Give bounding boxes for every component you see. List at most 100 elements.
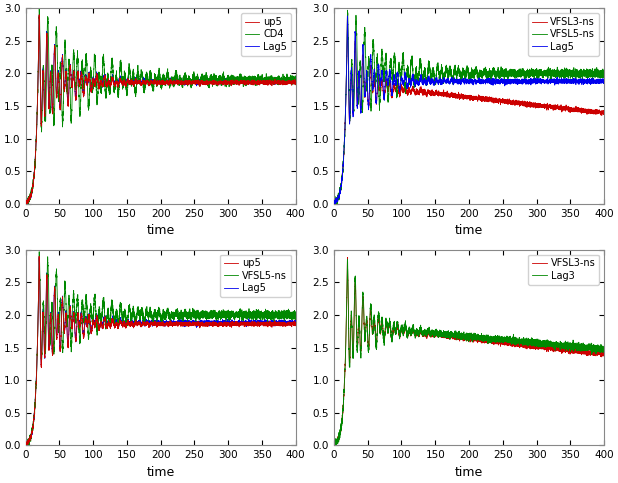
VFSL3-ns bbox=[344, 13, 351, 19]
Lag5 bbox=[35, 255, 43, 260]
Lag5 bbox=[237, 319, 244, 325]
CD4 bbox=[22, 200, 30, 206]
Lag5 bbox=[182, 80, 189, 86]
Lag5 bbox=[530, 79, 538, 85]
Line: VFSL5-ns: VFSL5-ns bbox=[334, 10, 604, 204]
up5 bbox=[237, 321, 244, 327]
VFSL5-ns bbox=[344, 7, 351, 13]
Lag3 bbox=[600, 348, 607, 354]
CD4 bbox=[222, 81, 230, 86]
VFSL3-ns bbox=[490, 339, 497, 344]
VFSL3-ns bbox=[344, 267, 351, 272]
Legend: VFSL3-ns, VFSL5-ns, Lag5: VFSL3-ns, VFSL5-ns, Lag5 bbox=[528, 13, 599, 56]
VFSL3-ns bbox=[428, 90, 436, 96]
Lag5 bbox=[22, 442, 30, 448]
VFSL3-ns bbox=[502, 100, 509, 106]
Lag5 bbox=[331, 201, 338, 207]
up5 bbox=[222, 323, 230, 329]
Lag3 bbox=[530, 339, 538, 345]
Lag5 bbox=[344, 13, 351, 19]
Line: VFSL3-ns: VFSL3-ns bbox=[334, 16, 604, 204]
VFSL3-ns bbox=[490, 97, 497, 103]
Legend: up5, VFSL5-ns, Lag5: up5, VFSL5-ns, Lag5 bbox=[220, 255, 291, 297]
X-axis label: time: time bbox=[146, 466, 175, 479]
up5 bbox=[22, 442, 30, 448]
VFSL3-ns bbox=[330, 441, 337, 447]
VFSL5-ns bbox=[344, 12, 351, 17]
Lag5 bbox=[292, 80, 300, 85]
VFSL3-ns bbox=[545, 344, 552, 350]
Lag5 bbox=[600, 80, 607, 85]
Lag3 bbox=[428, 327, 436, 333]
Line: Lag5: Lag5 bbox=[26, 16, 296, 204]
VFSL5-ns bbox=[502, 71, 509, 77]
Lag5 bbox=[222, 321, 230, 327]
Lag3 bbox=[545, 342, 552, 348]
Lag3 bbox=[490, 336, 497, 342]
Lag5 bbox=[545, 78, 552, 84]
VFSL5-ns bbox=[545, 72, 552, 78]
up5 bbox=[22, 200, 30, 206]
up5 bbox=[22, 441, 30, 447]
Lag5 bbox=[428, 77, 436, 83]
VFSL3-ns bbox=[545, 102, 552, 108]
Lag5 bbox=[237, 78, 244, 84]
up5 bbox=[222, 82, 230, 87]
Lag5 bbox=[120, 319, 127, 325]
VFSL5-ns bbox=[237, 314, 244, 320]
VFSL3-ns bbox=[600, 112, 607, 117]
VFSL3-ns bbox=[428, 332, 436, 338]
up5 bbox=[182, 80, 189, 86]
up5 bbox=[36, 18, 43, 24]
up5 bbox=[193, 79, 201, 85]
VFSL5-ns bbox=[331, 201, 338, 207]
up5 bbox=[292, 78, 300, 84]
X-axis label: time: time bbox=[455, 224, 483, 237]
Lag5 bbox=[330, 200, 337, 206]
VFSL3-ns bbox=[530, 344, 538, 350]
VFSL3-ns bbox=[530, 102, 538, 108]
VFSL5-ns bbox=[120, 316, 127, 322]
VFSL3-ns bbox=[330, 199, 337, 205]
Lag5 bbox=[222, 79, 230, 85]
VFSL5-ns bbox=[330, 199, 337, 205]
VFSL5-ns bbox=[600, 71, 607, 76]
Lag5 bbox=[193, 320, 201, 326]
Lag5 bbox=[22, 441, 30, 447]
Lag5 bbox=[292, 321, 300, 327]
CD4 bbox=[22, 201, 30, 207]
X-axis label: time: time bbox=[146, 224, 175, 237]
Lag5 bbox=[344, 15, 351, 21]
Lag5 bbox=[490, 80, 497, 86]
Lag5 bbox=[120, 77, 127, 83]
Line: CD4: CD4 bbox=[26, 8, 296, 204]
VFSL3-ns bbox=[332, 442, 339, 448]
Line: Lag5: Lag5 bbox=[26, 257, 296, 445]
up5 bbox=[193, 321, 201, 327]
Line: Lag5: Lag5 bbox=[334, 16, 604, 204]
Line: up5: up5 bbox=[26, 256, 296, 445]
VFSL5-ns bbox=[428, 75, 436, 81]
Lag3 bbox=[344, 258, 351, 264]
up5 bbox=[120, 320, 127, 326]
Lag5 bbox=[36, 15, 43, 21]
CD4 bbox=[292, 73, 300, 79]
Lag5 bbox=[22, 201, 30, 207]
Line: up5: up5 bbox=[26, 15, 296, 204]
VFSL3-ns bbox=[600, 353, 607, 359]
Lag5 bbox=[502, 79, 509, 85]
VFSL5-ns bbox=[22, 442, 30, 448]
Lag3 bbox=[502, 337, 509, 342]
VFSL3-ns bbox=[344, 255, 351, 260]
VFSL5-ns bbox=[193, 313, 201, 318]
VFSL5-ns bbox=[182, 309, 189, 314]
Lag3 bbox=[344, 256, 351, 262]
Line: VFSL5-ns: VFSL5-ns bbox=[26, 252, 296, 445]
VFSL3-ns bbox=[344, 25, 351, 31]
Lag3 bbox=[331, 442, 338, 448]
VFSL5-ns bbox=[22, 440, 30, 446]
CD4 bbox=[36, 8, 43, 14]
Lag3 bbox=[330, 438, 337, 443]
VFSL3-ns bbox=[502, 342, 509, 348]
Legend: up5, CD4, Lag5: up5, CD4, Lag5 bbox=[241, 13, 291, 56]
